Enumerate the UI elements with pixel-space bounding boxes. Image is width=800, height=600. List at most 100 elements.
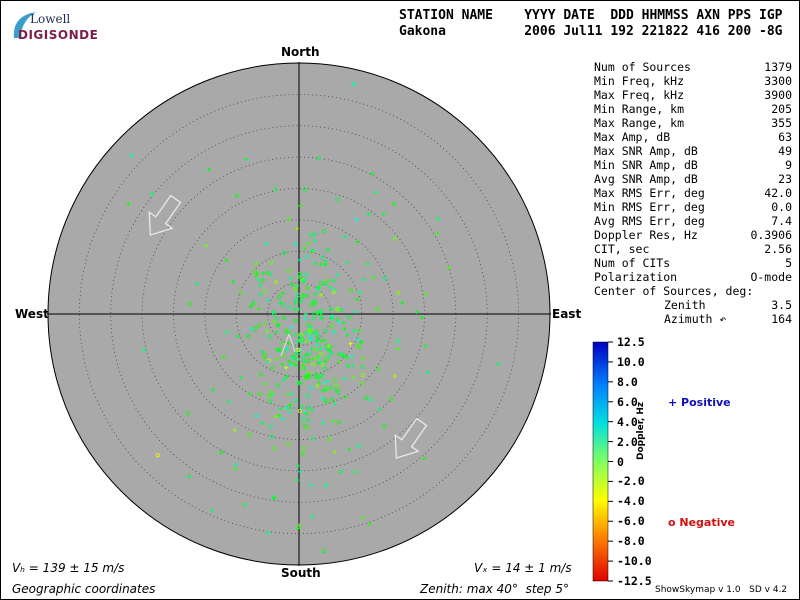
source-positive-marker [306,322,311,327]
source-negative-marker [314,355,319,360]
source-negative-marker [309,302,314,307]
center-of-sources-title: Center of Sources, deg: [594,284,754,298]
source-positive-marker [341,353,346,358]
source-positive-marker [422,456,427,461]
source-positive-marker [313,238,318,243]
source-positive-marker [289,392,294,397]
stat-value: 7.4 [771,214,792,228]
source-negative-marker [272,311,277,316]
stat-label: Avg SNR Amp, dB [594,172,698,186]
stat-label: Max Range, km [594,116,685,130]
stat-row: CIT, sec 2.56 [594,242,792,256]
source-negative-marker [286,441,291,446]
source-positive-marker [355,239,360,244]
source-negative-marker [382,424,387,429]
stat-row: Num of Sources 1379 [594,60,792,74]
source-positive-marker [256,277,261,282]
source-positive-marker [317,380,322,385]
colorbar-tick-label: -12.5 [617,574,652,588]
source-negative-marker [327,436,332,441]
source-positive-marker [296,380,301,385]
source-negative-marker [269,260,274,265]
source-negative-marker [155,453,160,458]
source-positive-marker [357,328,362,333]
logo-bottom-text: DIGISONDE [18,28,99,42]
source-positive-marker [301,292,306,297]
colorbar [592,341,609,582]
source-positive-marker [284,365,289,370]
source-positive-marker [299,299,304,304]
source-positive-marker [329,314,334,319]
colorbar-tick-label: 0 [617,454,624,469]
source-positive-marker [328,344,333,349]
source-positive-marker [318,359,323,364]
source-positive-marker [392,374,397,379]
source-positive-marker [260,421,265,426]
source-negative-marker [287,360,292,365]
colorbar-tick-label: 4.0 [617,414,638,429]
source-positive-marker [322,338,327,343]
colorbar-tick-label: 10.0 [617,354,645,369]
source-positive-marker [297,257,302,262]
source-negative-marker [284,348,289,353]
source-positive-marker [221,354,226,359]
compass-north: North [281,45,320,59]
source-positive-marker [210,508,215,513]
source-negative-marker [309,335,314,340]
source-negative-marker [262,288,267,293]
source-negative-marker [266,270,271,275]
compass-west: West [15,307,49,321]
source-positive-marker [279,340,284,345]
source-positive-marker [263,321,268,326]
vertical-velocity: Vₓ = 14 ± 1 m/s [474,561,572,575]
source-positive-marker [273,414,278,419]
source-positive-marker [350,375,355,380]
source-negative-marker [282,315,287,320]
source-negative-marker [307,328,312,333]
source-positive-marker [319,315,324,320]
source-negative-marker [335,317,340,322]
source-positive-marker [265,360,270,365]
logo-swoosh-icon [13,12,36,38]
source-positive-marker [289,325,294,330]
source-positive-marker [293,301,298,306]
stat-label: Num of Sources [594,60,691,74]
source-negative-marker [304,294,309,299]
source-positive-marker [395,347,400,352]
source-positive-marker [243,157,248,162]
source-negative-marker [382,276,387,281]
stat-row: Max Freq, kHz 3900 [594,88,792,102]
source-positive-marker [292,332,297,337]
stat-value: 3300 [764,74,792,88]
source-positive-marker [323,262,328,267]
source-negative-marker [287,305,292,310]
source-negative-marker [304,272,309,277]
source-positive-marker [258,283,263,288]
source-positive-marker [315,287,320,292]
source-positive-marker [348,341,353,346]
source-negative-marker [277,295,282,300]
source-positive-marker [280,291,285,296]
source-positive-marker [355,337,360,342]
center-azimuth-label: Azimuth ↶ [664,312,727,326]
source-positive-marker [342,376,347,381]
source-negative-marker [242,502,247,507]
source-negative-marker [296,347,301,352]
source-positive-marker [343,354,348,359]
source-positive-marker [129,153,134,158]
source-negative-marker [247,432,252,437]
stat-label: Avg RMS Err, deg [594,214,705,228]
velocity-arrow-center [280,333,296,357]
stat-row: Num of CITs 5 [594,256,792,270]
source-positive-marker [323,359,328,364]
source-negative-marker [273,279,278,284]
source-positive-marker [210,387,215,392]
source-negative-marker [185,411,190,416]
source-positive-marker [300,337,305,342]
source-negative-marker [298,332,303,337]
source-positive-marker [325,347,330,352]
source-positive-marker [296,526,301,531]
source-positive-marker [268,272,273,277]
source-negative-marker [321,549,326,554]
source-negative-marker [315,310,320,315]
